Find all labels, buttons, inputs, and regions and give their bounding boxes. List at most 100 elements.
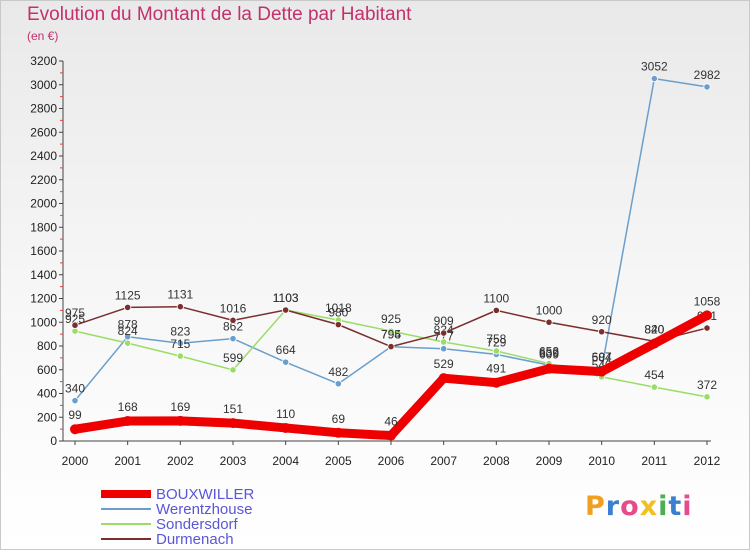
legend-label-sondersdorf: Sondersdorf xyxy=(156,516,239,533)
data-point xyxy=(175,415,186,426)
data-point xyxy=(122,416,133,427)
data-label: 151 xyxy=(223,402,243,416)
logo-letter: x xyxy=(639,491,659,522)
x-tick-label: 2006 xyxy=(378,454,405,468)
y-tick-label: 1800 xyxy=(30,220,57,234)
data-point xyxy=(703,393,711,401)
data-label: 372 xyxy=(697,378,717,392)
data-point xyxy=(124,339,132,347)
x-tick-label: 2000 xyxy=(62,454,89,468)
data-label: 925 xyxy=(381,312,401,326)
data-label: 920 xyxy=(592,313,612,327)
logo-letter: i xyxy=(658,491,669,522)
data-point xyxy=(71,327,79,335)
data-label: 169 xyxy=(170,400,190,414)
y-tick-label: 1600 xyxy=(30,244,57,258)
x-tick-label: 2009 xyxy=(536,454,563,468)
data-label: 1131 xyxy=(167,288,193,302)
data-point xyxy=(596,366,607,377)
data-label: 609 xyxy=(539,348,559,362)
y-tick-label: 3000 xyxy=(30,78,57,92)
data-point xyxy=(491,377,502,388)
data-label: 862 xyxy=(223,320,243,334)
data-label: 729 xyxy=(486,335,506,349)
data-label: 491 xyxy=(486,362,506,376)
data-label: 639 xyxy=(539,346,559,360)
y-tick-label: 2400 xyxy=(30,149,57,163)
data-point xyxy=(386,430,396,441)
data-label: 482 xyxy=(328,365,348,379)
y-tick-label: 400 xyxy=(37,387,57,401)
data-point xyxy=(176,339,184,347)
logo-letter: r xyxy=(605,491,621,522)
x-tick-label: 2007 xyxy=(430,454,457,468)
data-point xyxy=(492,347,500,355)
data-label: 664 xyxy=(276,343,296,357)
x-tick-label: 2004 xyxy=(272,454,299,468)
data-label: 99 xyxy=(68,408,82,422)
legend-label-bouxwiller: BOUXWILLER xyxy=(156,486,255,503)
data-label: 715 xyxy=(170,337,190,351)
data-label: 584 xyxy=(592,351,612,365)
data-point xyxy=(229,316,237,324)
data-label: 168 xyxy=(118,400,138,414)
y-tick-label: 800 xyxy=(37,339,57,353)
logo-letter: o xyxy=(620,491,640,522)
logo-letter: P xyxy=(585,491,606,522)
legend-label-werentzhouse: Werentzhouse xyxy=(156,501,252,518)
x-tick-label: 2002 xyxy=(167,454,194,468)
data-label: 1125 xyxy=(115,288,141,302)
legend-label-durmenach: Durmenach xyxy=(156,531,234,548)
data-label: 1016 xyxy=(220,301,247,315)
data-point xyxy=(70,424,80,435)
data-label: 1103 xyxy=(273,291,299,305)
y-tick-label: 2200 xyxy=(30,173,57,187)
data-label: 758 xyxy=(486,332,506,346)
x-tick-label: 2010 xyxy=(588,454,615,468)
data-point xyxy=(228,418,238,429)
data-point xyxy=(71,397,79,405)
x-tick-label: 2011 xyxy=(641,454,667,468)
data-label: 1058 xyxy=(694,294,721,308)
y-tick-label: 200 xyxy=(37,410,57,424)
data-label: 1100 xyxy=(483,291,509,305)
y-tick-label: 2000 xyxy=(30,197,57,211)
data-point xyxy=(124,303,132,312)
data-label: 975 xyxy=(65,306,85,320)
data-label: 340 xyxy=(65,382,85,396)
data-point xyxy=(702,310,712,321)
data-label: 2982 xyxy=(694,68,721,82)
x-tick-label: 2012 xyxy=(694,454,721,468)
y-tick-label: 2600 xyxy=(30,125,57,139)
data-label: 909 xyxy=(434,314,454,328)
y-tick-label: 2800 xyxy=(30,102,57,116)
data-label: 980 xyxy=(328,306,348,320)
data-label: 823 xyxy=(170,324,190,338)
logo-letter: t xyxy=(668,491,683,522)
y-tick-label: 600 xyxy=(37,363,57,377)
data-point xyxy=(71,321,79,329)
data-label: 599 xyxy=(223,351,243,365)
logo-letter: i xyxy=(682,491,693,522)
data-point xyxy=(544,363,554,374)
chart-subtitle: (en €) xyxy=(27,29,59,43)
data-label: 1103 xyxy=(273,291,299,305)
data-point xyxy=(492,306,500,314)
data-point xyxy=(649,338,660,349)
data-label: 3052 xyxy=(641,60,668,74)
data-label: 454 xyxy=(644,368,664,382)
x-tick-label: 2003 xyxy=(220,454,247,468)
x-tick-label: 2005 xyxy=(325,454,352,468)
data-point xyxy=(440,345,448,353)
data-label: 1018 xyxy=(325,301,352,315)
data-point xyxy=(282,306,290,314)
data-point xyxy=(703,324,711,332)
data-label: 820 xyxy=(644,323,664,337)
series-line-werentzhouse xyxy=(74,77,708,402)
data-label: 529 xyxy=(434,357,454,371)
data-point xyxy=(280,422,291,433)
y-tick-label: 1400 xyxy=(30,268,57,282)
data-label: 878 xyxy=(118,318,138,332)
y-tick-label: 1000 xyxy=(30,315,57,329)
